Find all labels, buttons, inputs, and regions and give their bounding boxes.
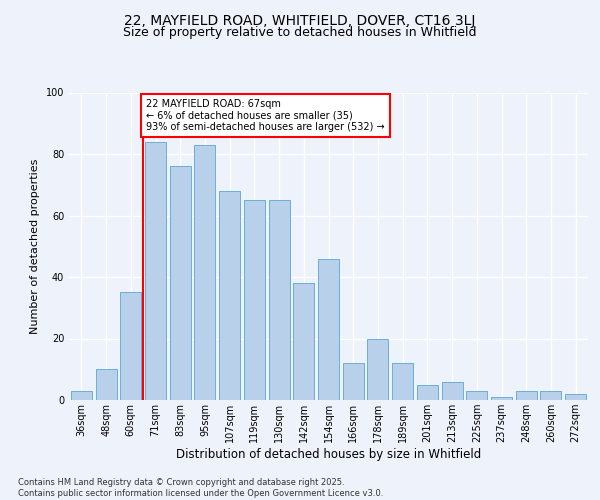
Bar	[71, 391, 92, 400]
Bar	[392, 363, 413, 400]
Bar	[293, 283, 314, 400]
X-axis label: Distribution of detached houses by size in Whitfield: Distribution of detached houses by size …	[176, 448, 481, 461]
Bar	[244, 200, 265, 400]
Text: Size of property relative to detached houses in Whitfield: Size of property relative to detached ho…	[123, 26, 477, 39]
Bar	[516, 391, 537, 400]
Text: 22, MAYFIELD ROAD, WHITFIELD, DOVER, CT16 3LJ: 22, MAYFIELD ROAD, WHITFIELD, DOVER, CT1…	[124, 14, 476, 28]
Bar	[194, 145, 215, 400]
Bar	[219, 191, 240, 400]
Bar	[170, 166, 191, 400]
Bar	[541, 391, 562, 400]
Bar	[466, 391, 487, 400]
Bar	[565, 394, 586, 400]
Y-axis label: Number of detached properties: Number of detached properties	[30, 158, 40, 334]
Bar	[367, 338, 388, 400]
Bar	[120, 292, 141, 400]
Bar	[442, 382, 463, 400]
Bar	[269, 200, 290, 400]
Bar	[145, 142, 166, 400]
Text: 22 MAYFIELD ROAD: 67sqm
← 6% of detached houses are smaller (35)
93% of semi-det: 22 MAYFIELD ROAD: 67sqm ← 6% of detached…	[146, 98, 385, 132]
Bar	[343, 363, 364, 400]
Bar	[318, 258, 339, 400]
Text: Contains HM Land Registry data © Crown copyright and database right 2025.
Contai: Contains HM Land Registry data © Crown c…	[18, 478, 383, 498]
Bar	[491, 397, 512, 400]
Bar	[95, 369, 116, 400]
Bar	[417, 384, 438, 400]
